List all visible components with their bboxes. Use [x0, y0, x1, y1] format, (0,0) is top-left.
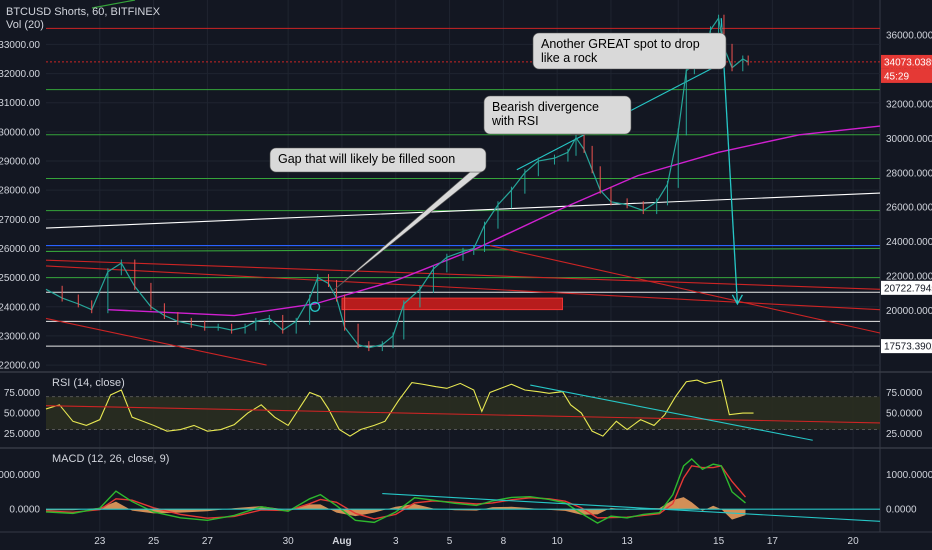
- price-series-line: [45, 16, 749, 349]
- left-price-tick-label: 26000.00: [0, 244, 40, 255]
- right-price-tick-label: 32000.0000: [886, 100, 932, 111]
- time-tick-label: 30: [283, 536, 295, 547]
- macd-trend-line: [382, 493, 881, 522]
- countdown-tag-background: [881, 68, 932, 83]
- macd-histogram-area: [46, 497, 746, 520]
- trend-line: [45, 192, 881, 229]
- time-tick-label: 8: [501, 536, 507, 547]
- countdown-tag-text: 45:29: [884, 71, 909, 82]
- rsi-left-tick-label: 25.0000: [4, 429, 41, 440]
- callout-text: Gap that will likely be filled soon: [278, 152, 455, 166]
- trend-line: [489, 245, 881, 334]
- callout-text: Bearish divergence: [492, 100, 599, 114]
- left-price-tick-label: 24000.00: [0, 302, 40, 313]
- left-price-tick-label: 32000.00: [0, 69, 40, 80]
- time-tick-label: 17: [767, 536, 779, 547]
- macd-right-tick-label: 0.0000: [886, 505, 917, 516]
- right-price-tick-label: 22000.0000: [886, 272, 932, 283]
- time-tick-label: 5: [447, 536, 453, 547]
- right-price-tick-label: 36000.0000: [886, 31, 932, 42]
- left-price-tick-label: 28000.00: [0, 186, 40, 197]
- macd-line: [45, 457, 746, 524]
- macd-left-tick-label: 1000.0000: [0, 470, 40, 481]
- right-price-tick-label: 28000.0000: [886, 168, 932, 179]
- left-price-tick-label: 30000.00: [0, 127, 40, 138]
- left-price-tick-label: 25000.00: [0, 273, 40, 284]
- time-tick-label: 3: [393, 536, 399, 547]
- price-pane-title: BTCUSD Shorts, 60, BITFINEX: [6, 6, 161, 18]
- left-price-tick-label: 23000.00: [0, 331, 40, 342]
- circle-marker: [309, 301, 321, 312]
- volume-indicator-title: Vol (20): [6, 19, 44, 31]
- rsi-left-tick-label: 50.0000: [4, 409, 41, 420]
- time-axis[interactable]: 23 25 27 30 Aug 3 5 8 10 13 15 17 20: [94, 536, 859, 547]
- offscreen-trend-line: [91, 0, 136, 9]
- countdown-tag: 45:29: [881, 68, 932, 83]
- level-price-tag-background: [881, 339, 932, 354]
- left-price-tick-label: 22000.00: [0, 361, 40, 372]
- callout-text: Another GREAT spot to drop: [541, 37, 700, 51]
- trend-line: [45, 317, 267, 366]
- callout-text: like a rock: [541, 51, 598, 65]
- time-tick-label: Aug: [332, 536, 351, 547]
- time-tick-label: 27: [202, 536, 214, 547]
- time-tick-label: 15: [713, 536, 725, 547]
- rsi-right-tick-label: 50.0000: [886, 409, 923, 420]
- rsi-pane-title: RSI (14, close): [52, 377, 125, 389]
- moving-average-curve: [107, 125, 881, 317]
- callout-box: [483, 95, 632, 135]
- rsi-pane[interactable]: 25.0000 25.0000 50.0000 50.0000 75.0000 75.00…: [0, 379, 932, 449]
- callout-text: with RSI: [491, 114, 539, 128]
- callout-box: [532, 32, 727, 70]
- current-price-tag-background: [881, 54, 932, 69]
- level-price-tag: 20722.7945: [881, 280, 932, 295]
- rsi-line: [45, 379, 754, 437]
- current-price-tag: 34073.0389: [881, 54, 932, 69]
- time-tick-label: 13: [622, 536, 634, 547]
- right-price-tick-label: 24000.0000: [886, 237, 932, 248]
- time-tick-label: 23: [94, 536, 106, 547]
- right-price-tick-label: 20000.0000: [886, 306, 932, 317]
- rsi-trend-line: [530, 384, 813, 441]
- trend-line: [45, 259, 881, 290]
- right-price-tick-label: 26000.0000: [886, 203, 932, 214]
- time-tick-label: 20: [848, 536, 860, 547]
- time-tick-label: 10: [552, 536, 564, 547]
- left-price-tick-label: 31000.00: [0, 98, 40, 109]
- right-price-tick-label: 30000.0000: [886, 134, 932, 145]
- macd-pane[interactable]: 0.0000 0.0000 1000.0000 1000.0000: [0, 457, 932, 533]
- left-price-tick-label: 33000.00: [0, 40, 40, 51]
- macd-pane-title: MACD (12, 26, close, 9): [52, 453, 169, 465]
- rsi-right-tick-label: 75.0000: [886, 388, 923, 399]
- callout-box: [269, 147, 487, 173]
- rsi-left-tick-label: 75.0000: [4, 388, 41, 399]
- projection-arrow-head: [731, 294, 743, 306]
- left-price-tick-label: 29000.00: [0, 157, 40, 168]
- annotation-callout: Gap that will likely be filled soon: [269, 147, 487, 293]
- level-price-tag-text: 17573.3902: [884, 342, 932, 353]
- macd-left-tick-label: 0.0000: [9, 505, 40, 516]
- level-price-tag: 17573.3902: [881, 339, 932, 354]
- level-price-tag-background: [881, 280, 932, 295]
- rsi-trend-line: [45, 405, 881, 424]
- macd-right-tick-label: 1000.0000: [886, 470, 932, 481]
- macd-signal-line: [45, 465, 747, 520]
- time-tick-label: 25: [148, 536, 160, 547]
- current-price-tag-text: 34073.0389: [884, 57, 932, 68]
- level-price-tag-text: 20722.7945: [884, 283, 932, 294]
- gap-zone-box: [341, 297, 563, 311]
- rsi-right-tick-label: 25.0000: [886, 429, 923, 440]
- left-price-tick-label: 27000.00: [0, 215, 40, 226]
- rsi-band: [46, 396, 880, 430]
